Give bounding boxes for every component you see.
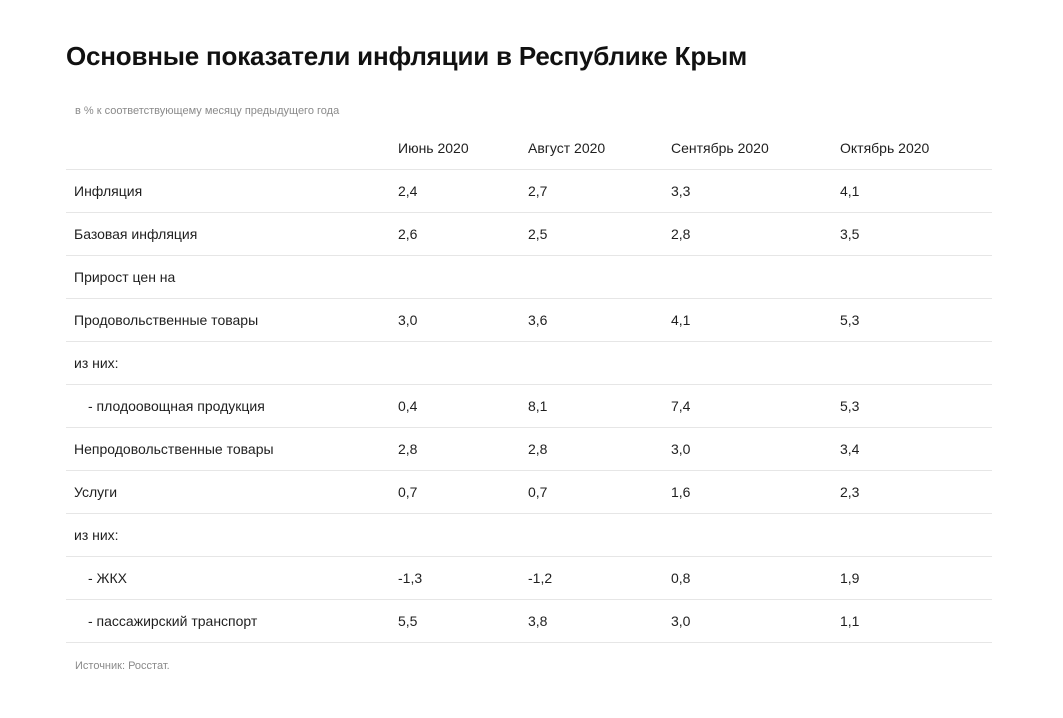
table-cell: 5,5 <box>398 613 418 629</box>
table-row: из них: <box>66 342 992 385</box>
column-header: Октябрь 2020 <box>840 140 930 156</box>
row-label: Непродовольственные товары <box>74 441 274 457</box>
table-cell: 2,8 <box>528 441 548 457</box>
table-cell: 0,7 <box>528 484 548 500</box>
table-row: Услуги 0,7 0,7 1,6 2,3 <box>66 471 992 514</box>
table-cell: 4,1 <box>671 312 691 328</box>
table-cell: 0,7 <box>398 484 418 500</box>
table-cell: 2,3 <box>840 484 860 500</box>
table-cell: 3,0 <box>671 613 691 629</box>
table-cell: 4,1 <box>840 183 860 199</box>
table-cell: 7,4 <box>671 398 691 414</box>
page-title: Основные показатели инфляции в Республик… <box>66 41 748 71</box>
table-cell: 2,4 <box>398 183 418 199</box>
table-cell: 0,8 <box>671 570 691 586</box>
row-label: из них: <box>74 355 119 371</box>
row-label: - плодоовощная продукция <box>88 398 265 414</box>
table-cell: 3,5 <box>840 226 860 242</box>
table-row: Инфляция 2,4 2,7 3,3 4,1 <box>66 170 992 213</box>
row-label: Инфляция <box>74 183 143 199</box>
table-row: - плодоовощная продукция 0,4 8,1 7,4 5,3 <box>66 385 992 428</box>
table-cell: -1,3 <box>398 570 423 586</box>
row-label: Услуги <box>74 484 118 500</box>
row-label: Базовая инфляция <box>74 226 198 242</box>
table-cell: 1,6 <box>671 484 691 500</box>
table-row: - пассажирский транспорт 5,5 3,8 3,0 1,1 <box>66 600 992 643</box>
table-row: Прирост цен на <box>66 256 992 299</box>
table-header-row: Июнь 2020 Август 2020 Сентябрь 2020 Октя… <box>66 127 992 170</box>
row-label: Прирост цен на <box>74 269 176 285</box>
table-cell: 3,0 <box>671 441 691 457</box>
table-cell: 5,3 <box>840 312 860 328</box>
row-label: Продовольственные товары <box>74 312 259 328</box>
table-cell: 2,6 <box>398 226 418 242</box>
table-cell: 3,8 <box>528 613 548 629</box>
table-row: Непродовольственные товары 2,8 2,8 3,0 3… <box>66 428 992 471</box>
table-row: из них: <box>66 514 992 557</box>
column-header: Август 2020 <box>528 140 606 156</box>
table-subtitle: в % к соответствующему месяцу предыдущег… <box>75 105 340 117</box>
source-note: Источник: Росстат. <box>75 660 170 672</box>
table-cell: 3,3 <box>671 183 691 199</box>
table-cell: 2,5 <box>528 226 548 242</box>
table-cell: 0,4 <box>398 398 418 414</box>
column-header: Сентябрь 2020 <box>671 140 769 156</box>
table-row: Продовольственные товары 3,0 3,6 4,1 5,3 <box>66 299 992 342</box>
row-label: - пассажирский транспорт <box>88 613 258 629</box>
table-cell: 5,3 <box>840 398 860 414</box>
table-cell: 8,1 <box>528 398 548 414</box>
row-label: - ЖКХ <box>88 570 127 586</box>
table-cell: 2,8 <box>398 441 418 457</box>
table-cell: 1,1 <box>840 613 860 629</box>
table-cell: 2,7 <box>528 183 548 199</box>
table-cell: 1,9 <box>840 570 860 586</box>
table-cell: -1,2 <box>528 570 553 586</box>
column-header: Июнь 2020 <box>398 140 469 156</box>
table-cell: 2,8 <box>671 226 691 242</box>
table-cell: 3,6 <box>528 312 548 328</box>
inflation-table: Июнь 2020 Август 2020 Сентябрь 2020 Октя… <box>66 127 992 643</box>
table-cell: 3,4 <box>840 441 860 457</box>
table-row: - ЖКХ -1,3 -1,2 0,8 1,9 <box>66 557 992 600</box>
table-row: Базовая инфляция 2,6 2,5 2,8 3,5 <box>66 213 992 256</box>
row-label: из них: <box>74 527 119 543</box>
table-cell: 3,0 <box>398 312 418 328</box>
